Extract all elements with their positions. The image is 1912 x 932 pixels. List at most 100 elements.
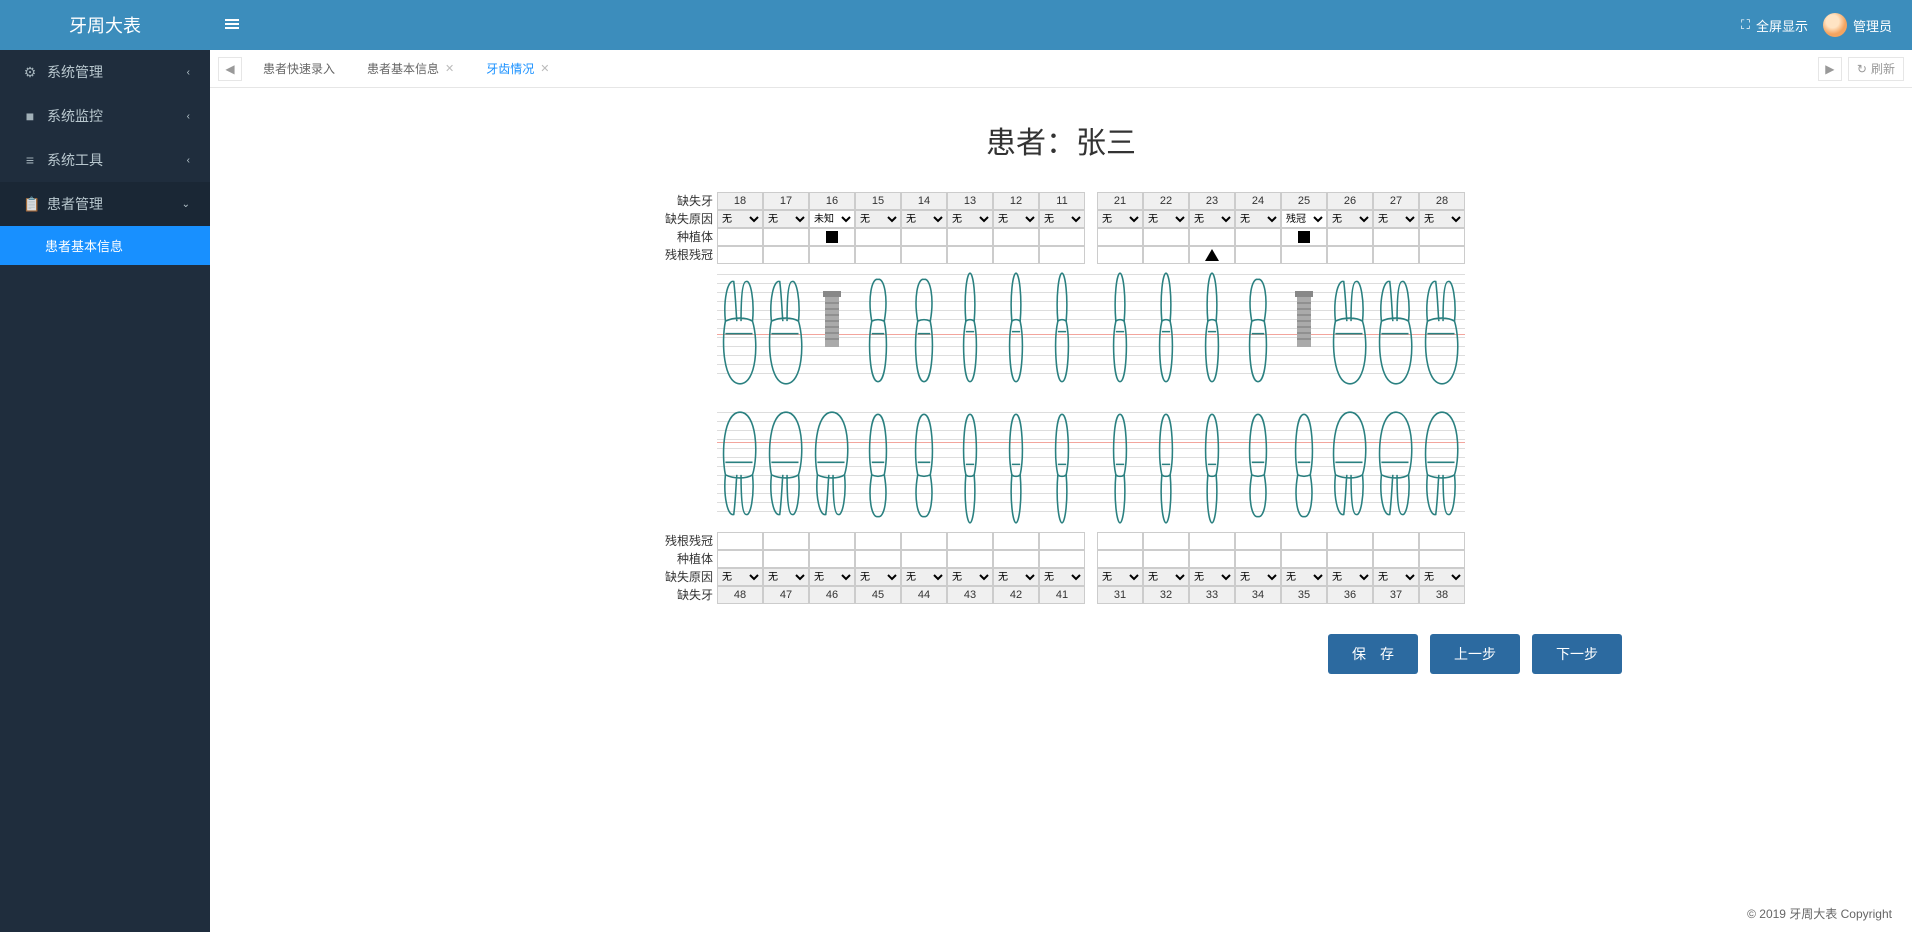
reason-select-34[interactable]: 无 <box>1236 569 1280 585</box>
root-cell-43[interactable] <box>947 532 993 550</box>
implant-cell-27[interactable] <box>1373 228 1419 246</box>
tooth-33[interactable] <box>1189 402 1235 532</box>
root-cell-38[interactable] <box>1419 532 1465 550</box>
root-cell-27[interactable] <box>1373 246 1419 264</box>
reason-select-32[interactable]: 无 <box>1144 569 1188 585</box>
tooth-37[interactable] <box>1373 402 1419 532</box>
sidebar-toggle[interactable] <box>210 17 254 34</box>
root-cell-16[interactable] <box>809 246 855 264</box>
root-cell-41[interactable] <box>1039 532 1085 550</box>
tab-0[interactable]: 患者快速录入 <box>248 53 350 84</box>
tooth-31[interactable] <box>1097 402 1143 532</box>
implant-cell-11[interactable] <box>1039 228 1085 246</box>
reason-select-21[interactable]: 无 <box>1098 211 1142 227</box>
tooth-34[interactable] <box>1235 402 1281 532</box>
tooth-48[interactable] <box>717 402 763 532</box>
implant-cell-12[interactable] <box>993 228 1039 246</box>
root-cell-46[interactable] <box>809 532 855 550</box>
reason-select-23[interactable]: 无 <box>1190 211 1234 227</box>
reason-select-13[interactable]: 无 <box>948 211 992 227</box>
reason-select-17[interactable]: 无 <box>764 211 808 227</box>
sidebar-item-3[interactable]: 📋患者管理⌄ <box>0 182 210 226</box>
root-cell-45[interactable] <box>855 532 901 550</box>
reason-select-18[interactable]: 无 <box>718 211 762 227</box>
reason-select-45[interactable]: 无 <box>856 569 900 585</box>
tooth-22[interactable] <box>1143 264 1189 394</box>
tooth-13[interactable] <box>947 264 993 394</box>
reason-select-47[interactable]: 无 <box>764 569 808 585</box>
implant-cell-33[interactable] <box>1189 550 1235 568</box>
tooth-42[interactable] <box>993 402 1039 532</box>
tooth-12[interactable] <box>993 264 1039 394</box>
tooth-28[interactable] <box>1419 264 1465 394</box>
root-cell-25[interactable] <box>1281 246 1327 264</box>
reason-select-37[interactable]: 无 <box>1374 569 1418 585</box>
reason-select-38[interactable]: 无 <box>1420 569 1464 585</box>
root-cell-48[interactable] <box>717 532 763 550</box>
sidebar-item-2[interactable]: ≡系统工具‹ <box>0 138 210 182</box>
reason-select-22[interactable]: 无 <box>1144 211 1188 227</box>
reason-select-24[interactable]: 无 <box>1236 211 1280 227</box>
close-icon[interactable]: ✕ <box>445 62 454 75</box>
root-cell-15[interactable] <box>855 246 901 264</box>
tooth-16[interactable] <box>809 264 855 394</box>
root-cell-26[interactable] <box>1327 246 1373 264</box>
root-cell-31[interactable] <box>1097 532 1143 550</box>
tooth-46[interactable] <box>809 402 855 532</box>
root-cell-42[interactable] <box>993 532 1039 550</box>
reason-select-26[interactable]: 无 <box>1328 211 1372 227</box>
tooth-15[interactable] <box>855 264 901 394</box>
root-cell-13[interactable] <box>947 246 993 264</box>
tab-1[interactable]: 患者基本信息✕ <box>352 53 469 84</box>
tabs-refresh[interactable]: ↻ 刷新 <box>1848 57 1904 81</box>
implant-cell-37[interactable] <box>1373 550 1419 568</box>
prev-button[interactable]: 上一步 <box>1430 634 1520 674</box>
root-cell-11[interactable] <box>1039 246 1085 264</box>
implant-cell-13[interactable] <box>947 228 993 246</box>
root-cell-17[interactable] <box>763 246 809 264</box>
implant-cell-22[interactable] <box>1143 228 1189 246</box>
tabs-prev[interactable]: ◀ <box>218 57 242 81</box>
implant-cell-32[interactable] <box>1143 550 1189 568</box>
implant-cell-28[interactable] <box>1419 228 1465 246</box>
reason-select-42[interactable]: 无 <box>994 569 1038 585</box>
implant-cell-31[interactable] <box>1097 550 1143 568</box>
root-cell-35[interactable] <box>1281 532 1327 550</box>
reason-select-14[interactable]: 无 <box>902 211 946 227</box>
sidebar-item-0[interactable]: ⚙系统管理‹ <box>0 50 210 94</box>
root-cell-37[interactable] <box>1373 532 1419 550</box>
tooth-32[interactable] <box>1143 402 1189 532</box>
implant-cell-46[interactable] <box>809 550 855 568</box>
reason-select-27[interactable]: 无 <box>1374 211 1418 227</box>
tooth-14[interactable] <box>901 264 947 394</box>
reason-select-12[interactable]: 无 <box>994 211 1038 227</box>
tooth-43[interactable] <box>947 402 993 532</box>
root-cell-23[interactable] <box>1189 246 1235 264</box>
reason-select-46[interactable]: 无 <box>810 569 854 585</box>
reason-select-31[interactable]: 无 <box>1098 569 1142 585</box>
close-icon[interactable]: ✕ <box>540 62 549 75</box>
root-cell-32[interactable] <box>1143 532 1189 550</box>
root-cell-14[interactable] <box>901 246 947 264</box>
implant-cell-42[interactable] <box>993 550 1039 568</box>
tooth-36[interactable] <box>1327 402 1373 532</box>
implant-cell-23[interactable] <box>1189 228 1235 246</box>
reason-select-33[interactable]: 无 <box>1190 569 1234 585</box>
reason-select-43[interactable]: 无 <box>948 569 992 585</box>
tooth-17[interactable] <box>763 264 809 394</box>
implant-cell-36[interactable] <box>1327 550 1373 568</box>
reason-select-35[interactable]: 无 <box>1282 569 1326 585</box>
tooth-38[interactable] <box>1419 402 1465 532</box>
root-cell-12[interactable] <box>993 246 1039 264</box>
reason-select-16[interactable]: 未知 <box>810 211 854 227</box>
tooth-27[interactable] <box>1373 264 1419 394</box>
sidebar-subitem-3-0[interactable]: 患者基本信息 <box>0 226 210 265</box>
tab-2[interactable]: 牙齿情况✕ <box>471 53 564 84</box>
implant-cell-34[interactable] <box>1235 550 1281 568</box>
implant-cell-18[interactable] <box>717 228 763 246</box>
tooth-44[interactable] <box>901 402 947 532</box>
tooth-45[interactable] <box>855 402 901 532</box>
implant-cell-16[interactable] <box>809 228 855 246</box>
implant-cell-43[interactable] <box>947 550 993 568</box>
implant-cell-21[interactable] <box>1097 228 1143 246</box>
